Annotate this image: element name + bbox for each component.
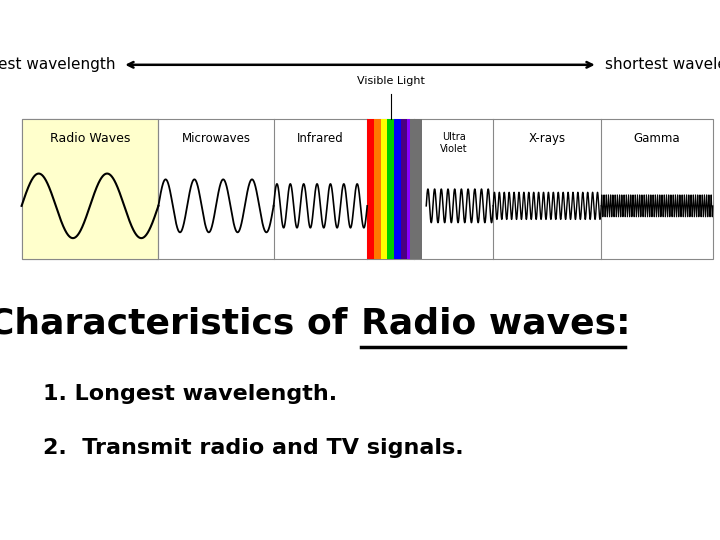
Bar: [22, 119, 158, 259]
Bar: [394, 119, 400, 259]
Bar: [22, 119, 713, 259]
Bar: [410, 119, 422, 259]
Text: shortest wavelength: shortest wavelength: [605, 57, 720, 72]
Bar: [374, 119, 381, 259]
Text: Microwaves: Microwaves: [181, 132, 251, 145]
Text: Radio Waves: Radio Waves: [50, 132, 130, 145]
Text: longest wavelength: longest wavelength: [0, 57, 115, 72]
Text: Visible Light: Visible Light: [356, 76, 425, 86]
Text: Characteristics of: Characteristics of: [0, 307, 360, 341]
Text: Radio waves:: Radio waves:: [361, 307, 631, 341]
Bar: [400, 119, 408, 259]
Bar: [408, 119, 414, 259]
Text: 2.  Transmit radio and TV signals.: 2. Transmit radio and TV signals.: [43, 438, 464, 458]
Text: Gamma: Gamma: [634, 132, 680, 145]
Bar: [387, 119, 394, 259]
Bar: [381, 119, 387, 259]
Text: 1. Longest wavelength.: 1. Longest wavelength.: [43, 384, 338, 404]
Text: Infrared: Infrared: [297, 132, 343, 145]
Text: X-rays: X-rays: [528, 132, 566, 145]
Bar: [367, 119, 374, 259]
Text: Ultra
Violet: Ultra Violet: [440, 132, 467, 154]
